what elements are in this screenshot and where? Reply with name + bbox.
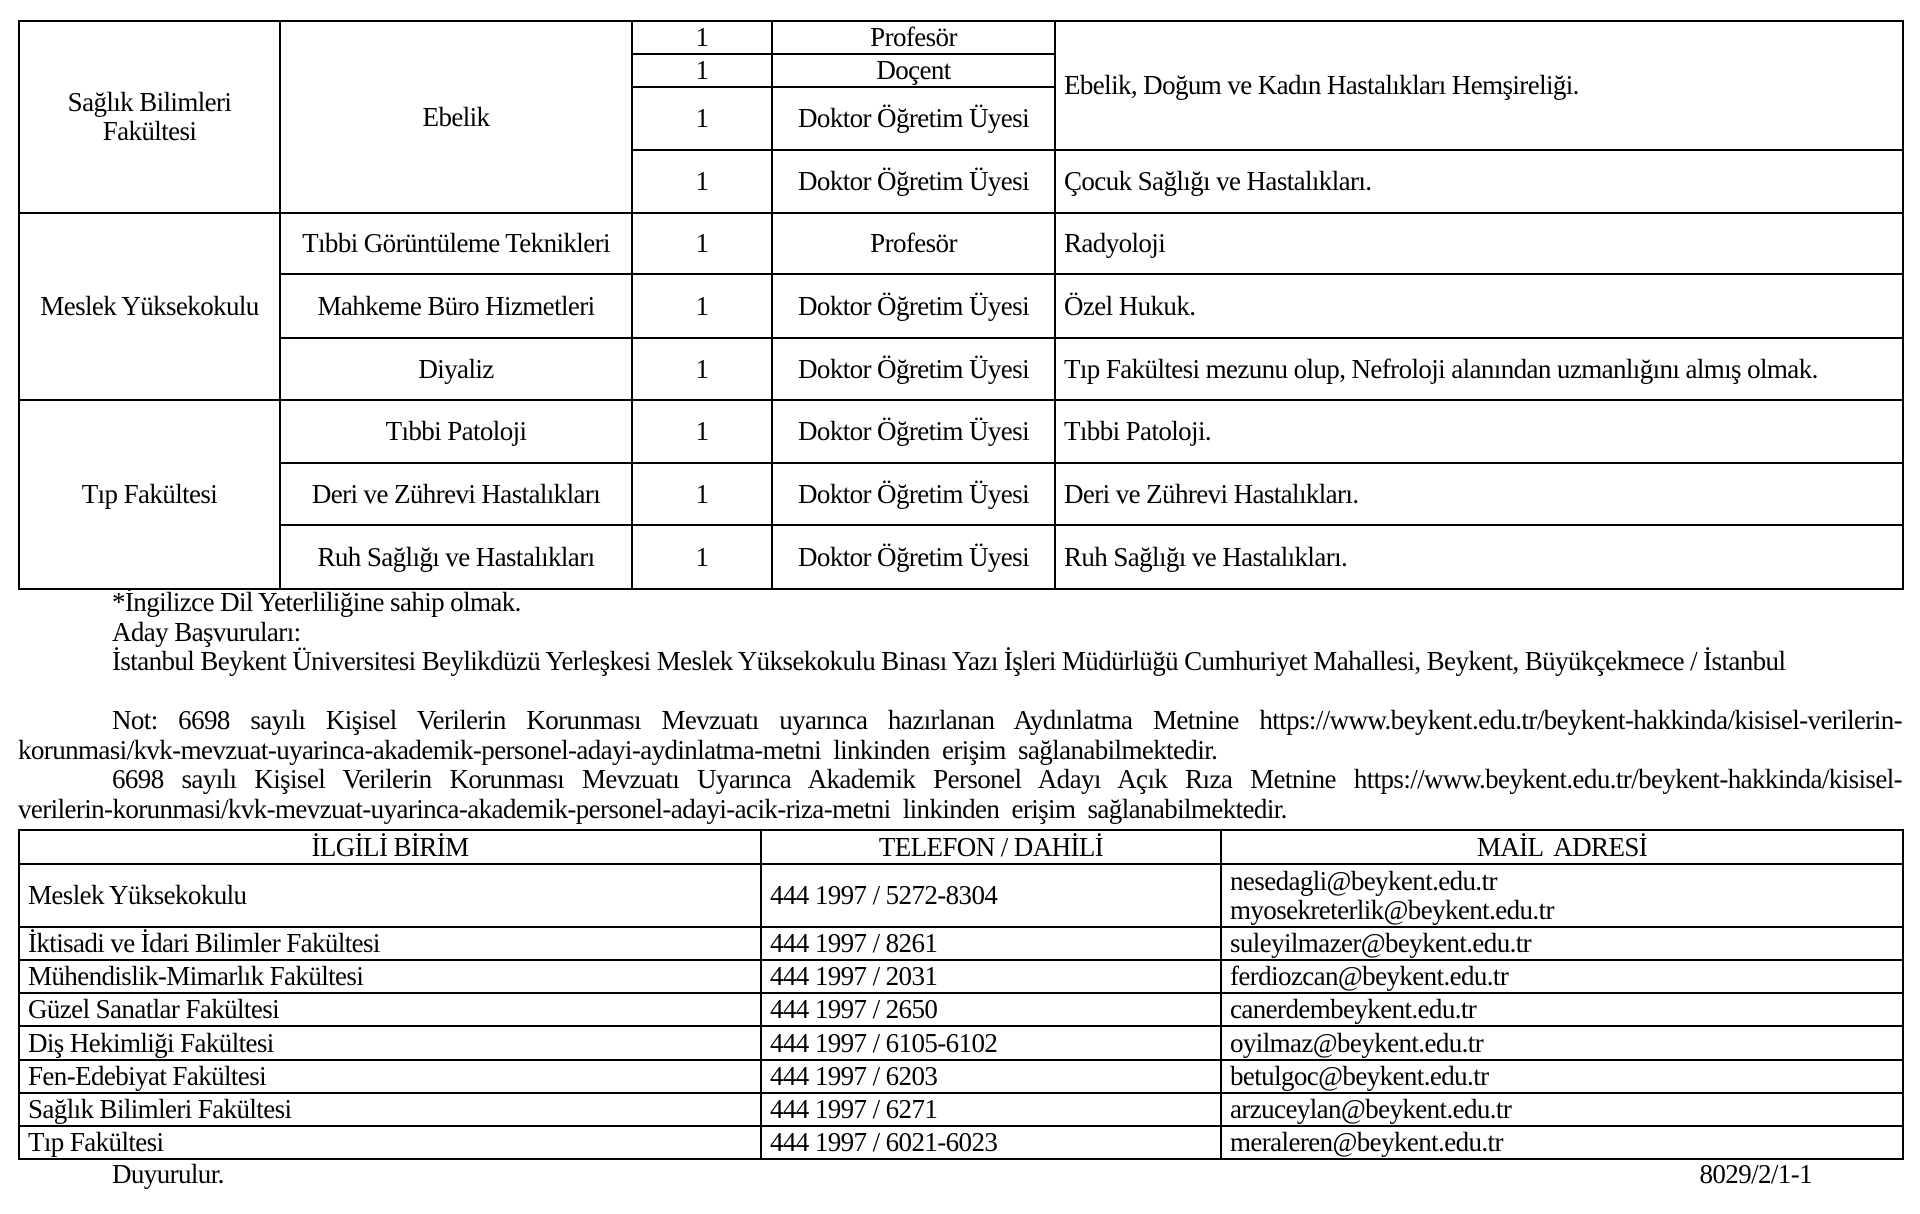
requirement-cell: Ebelik, Doğum ve Kadın Hastalıkları Hemş…	[1054, 20, 1904, 151]
phone-cell: 444 1997 / 6271	[760, 1092, 1222, 1127]
title-cell: Profesör	[771, 212, 1056, 275]
department-cell: Deri ve Zührevi Hastalıkları	[279, 462, 633, 526]
announcement: Duyurulur.	[112, 1159, 224, 1189]
phone-cell: 444 1997 / 8261	[760, 926, 1222, 961]
unit-cell: Sağlık Bilimleri Fakültesi	[18, 1092, 762, 1127]
title-cell: Doktor Öğretim Üyesi	[771, 86, 1056, 151]
department-cell: Tıbbi Patoloji	[279, 399, 633, 464]
privacy-note-2: 6698 sayılı Kişisel Verilerin Korunması …	[18, 764, 1903, 824]
reference-number: 8029/2/1-1	[1699, 1159, 1813, 1189]
requirement-cell: Ruh Sağlığı ve Hastalıkları.	[1054, 524, 1904, 590]
count-cell: 1	[631, 20, 773, 55]
department-cell: Mahkeme Büro Hizmetleri	[279, 273, 633, 339]
mail-link[interactable]: myosekreterlik@beykent.edu.tr	[1230, 894, 1554, 925]
table-row: Fen-Edebiyat Fakültesi 444 1997 / 6203 b…	[18, 1059, 1904, 1094]
unit-cell: Diş Hekimliği Fakültesi	[18, 1025, 762, 1061]
table-row: İktisadi ve İdari Bilimler Fakültesi 444…	[18, 926, 1904, 961]
applications-label: Aday Başvuruları:	[112, 617, 301, 647]
requirement-cell: Çocuk Sağlığı ve Hastalıkları.	[1054, 149, 1904, 214]
table-row: Mühendislik-Mimarlık Fakültesi 444 1997 …	[18, 959, 1904, 994]
table-row: Sağlık Bilimleri Fakültesi 444 1997 / 62…	[18, 1092, 1904, 1127]
title-cell: Doktor Öğretim Üyesi	[771, 337, 1056, 401]
phone-cell: 444 1997 / 6203	[760, 1059, 1222, 1094]
positions-table: Sağlık Bilimleri Fakültesi Ebelik 1 Prof…	[18, 20, 1904, 590]
count-cell: 1	[631, 273, 773, 339]
table-row: Meslek Yüksekokulu 444 1997 / 5272-8304 …	[18, 863, 1904, 928]
title-cell: Doktor Öğretim Üyesi	[771, 524, 1056, 590]
requirement-cell: Özel Hukuk.	[1054, 273, 1904, 339]
department-cell: Ebelik	[279, 20, 633, 214]
mail-cell[interactable]: ferdiozcan@beykent.edu.tr	[1220, 959, 1904, 994]
mail-cell[interactable]: meraleren@beykent.edu.tr	[1220, 1125, 1904, 1160]
application-address: İstanbul Beykent Üniversitesi Beylikdüzü…	[112, 646, 1786, 676]
unit-cell: Güzel Sanatlar Fakültesi	[18, 992, 762, 1027]
count-cell: 1	[631, 524, 773, 590]
mail-link[interactable]: nesedagli@beykent.edu.tr	[1230, 865, 1497, 896]
phone-cell: 444 1997 / 2650	[760, 992, 1222, 1027]
unit-cell: Fen-Edebiyat Fakültesi	[18, 1059, 762, 1094]
requirement-cell: Tıp Fakültesi mezunu olup, Nefroloji ala…	[1054, 337, 1904, 401]
mail-cell[interactable]: canerdembeykent.edu.tr	[1220, 992, 1904, 1027]
requirement-cell: Deri ve Zührevi Hastalıkları.	[1054, 462, 1904, 526]
count-cell: 1	[631, 212, 773, 275]
faculty-cell: Meslek Yüksekokulu	[18, 212, 281, 401]
table-row: Tıp Fakültesi 444 1997 / 6021-6023 meral…	[18, 1125, 1904, 1160]
title-cell: Doçent	[771, 53, 1056, 88]
table-row: Diş Hekimliği Fakültesi 444 1997 / 6105-…	[18, 1025, 1904, 1061]
count-cell: 1	[631, 53, 773, 88]
phone-cell: 444 1997 / 5272-8304	[760, 863, 1222, 928]
mail-cell[interactable]: betulgoc@beykent.edu.tr	[1220, 1059, 1904, 1094]
mail-cell[interactable]: arzuceylan@beykent.edu.tr	[1220, 1092, 1904, 1127]
privacy-note-1: Not: 6698 sayılı Kişisel Verilerin Korun…	[18, 705, 1903, 765]
count-cell: 1	[631, 337, 773, 401]
unit-cell: Mühendislik-Mimarlık Fakültesi	[18, 959, 762, 994]
faculty-cell: Sağlık Bilimleri Fakültesi	[18, 20, 281, 214]
faculty-cell: Tıp Fakültesi	[18, 399, 281, 590]
department-cell: Diyaliz	[279, 337, 633, 401]
title-cell: Doktor Öğretim Üyesi	[771, 462, 1056, 526]
count-cell: 1	[631, 399, 773, 464]
title-cell: Doktor Öğretim Üyesi	[771, 399, 1056, 464]
unit-cell: İktisadi ve İdari Bilimler Fakültesi	[18, 926, 762, 961]
mail-cell[interactable]: suleyilmazer@beykent.edu.tr	[1220, 926, 1904, 961]
language-requirement: *İngilizce Dil Yeterliliğine sahip olmak…	[112, 587, 521, 617]
header-mail: MAİL ADRESİ	[1220, 829, 1904, 865]
requirement-cell: Radyoloji	[1054, 212, 1904, 275]
mail-cell: nesedagli@beykent.edu.tr myosekreterlik@b…	[1220, 863, 1904, 928]
count-cell: 1	[631, 462, 773, 526]
phone-cell: 444 1997 / 6105-6102	[760, 1025, 1222, 1061]
count-cell: 1	[631, 149, 773, 214]
count-cell: 1	[631, 86, 773, 151]
title-cell: Profesör	[771, 20, 1056, 55]
title-cell: Doktor Öğretim Üyesi	[771, 273, 1056, 339]
title-cell: Doktor Öğretim Üyesi	[771, 149, 1056, 214]
header-unit: İLGİLİ BİRİM	[18, 829, 762, 865]
department-cell: Ruh Sağlığı ve Hastalıkları	[279, 524, 633, 590]
phone-cell: 444 1997 / 6021-6023	[760, 1125, 1222, 1160]
mail-cell[interactable]: oyilmaz@beykent.edu.tr	[1220, 1025, 1904, 1061]
header-phone: TELEFON / DAHİLİ	[760, 829, 1222, 865]
unit-cell: Tıp Fakültesi	[18, 1125, 762, 1160]
table-row: Güzel Sanatlar Fakültesi 444 1997 / 2650…	[18, 992, 1904, 1027]
requirement-cell: Tıbbi Patoloji.	[1054, 399, 1904, 464]
contacts-table: İLGİLİ BİRİM TELEFON / DAHİLİ MAİL ADRES…	[18, 829, 1904, 1160]
department-cell: Tıbbi Görüntüleme Teknikleri	[279, 212, 633, 275]
unit-cell: Meslek Yüksekokulu	[18, 863, 762, 928]
phone-cell: 444 1997 / 2031	[760, 959, 1222, 994]
